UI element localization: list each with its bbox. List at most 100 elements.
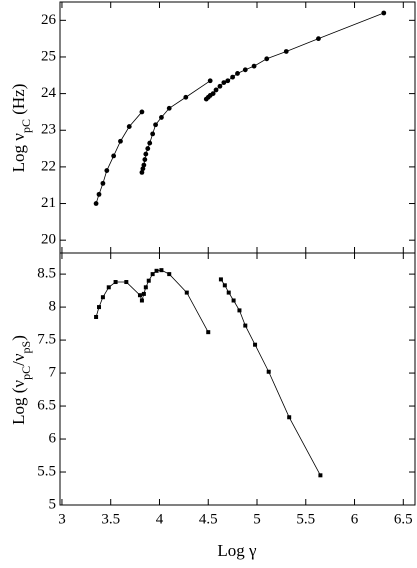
y-axis-title-part: pC (19, 366, 33, 380)
y-tick-label: 6.5 (37, 397, 56, 413)
series-line (95, 111, 143, 204)
y-axis-title-part: (Hz) (9, 84, 28, 119)
point (184, 290, 189, 295)
point (226, 290, 231, 295)
y-tick-label: 25 (41, 48, 56, 64)
x-axis-title: Log γ (217, 541, 257, 560)
y-tick-label: 23 (41, 122, 56, 138)
point (166, 105, 172, 111)
point (146, 278, 151, 283)
y-axis-title: Log νpC (Hz) (9, 84, 33, 173)
y-axis-title-part: pC (19, 119, 33, 133)
y-tick-label: 7.5 (37, 332, 56, 348)
y-tick-label: 6 (49, 430, 57, 446)
point (167, 272, 172, 277)
point (139, 109, 145, 115)
y-axis-title-part: ) (9, 335, 28, 341)
point (316, 36, 321, 42)
point (141, 162, 147, 168)
series-line (206, 12, 384, 100)
point (266, 369, 271, 374)
point (100, 295, 105, 300)
point (230, 74, 236, 80)
point (137, 293, 142, 298)
y-tick-label: 5.5 (37, 463, 56, 479)
point (222, 283, 227, 288)
point (287, 415, 292, 420)
y-tick-label: 21 (41, 195, 56, 211)
point (126, 124, 132, 129)
x-tick-label: 4 (156, 511, 164, 527)
point (217, 83, 223, 89)
point (225, 78, 231, 84)
y-tick-label: 20 (41, 232, 56, 248)
point (118, 138, 123, 144)
point (97, 305, 102, 310)
point (143, 285, 148, 290)
point (104, 168, 110, 173)
point (142, 157, 148, 162)
point (139, 298, 144, 303)
x-tick-label: 5.5 (296, 511, 315, 527)
point (251, 63, 257, 69)
point (93, 201, 99, 206)
point (264, 56, 270, 62)
y-axis-title-part: Log (ν (9, 380, 28, 425)
plot-frame (59, 1, 416, 254)
point (231, 298, 236, 303)
y-axis-title-part: Log ν (9, 133, 28, 173)
point (243, 323, 248, 328)
plot-frame (59, 252, 416, 506)
point (221, 80, 227, 86)
y-tick-label: 5 (49, 496, 57, 512)
x-tick-label: 3.5 (101, 511, 120, 527)
point (237, 308, 242, 313)
point (145, 146, 151, 151)
point (207, 78, 213, 84)
point (143, 151, 149, 157)
series-line (141, 80, 211, 173)
y-tick-label: 8.5 (37, 266, 56, 282)
point (159, 115, 164, 120)
point (154, 268, 159, 273)
x-tick-label: 6.5 (394, 511, 413, 527)
y-tick-label: 8 (49, 299, 57, 315)
point (150, 131, 156, 137)
point (218, 277, 223, 282)
series-line (220, 279, 321, 476)
point (159, 268, 164, 273)
point (139, 169, 145, 175)
x-tick-label: 3 (58, 511, 66, 527)
point (242, 67, 248, 73)
y-axis-title-part: pS (19, 341, 33, 354)
y-axis-title-part: /ν (9, 353, 28, 366)
y-axis-title: Log (νpC/νpS) (9, 335, 33, 425)
point (153, 122, 158, 128)
x-tick-label: 5 (253, 511, 261, 527)
point (106, 285, 111, 290)
point (111, 153, 117, 159)
point (210, 91, 216, 97)
y-tick-label: 7 (49, 365, 57, 381)
x-tick-label: 6 (351, 511, 359, 527)
point (113, 280, 118, 285)
series-line (95, 269, 209, 333)
point (253, 342, 258, 347)
point (283, 49, 289, 54)
point (206, 330, 211, 335)
point (183, 94, 189, 100)
point (94, 314, 99, 319)
point (150, 272, 155, 277)
y-tick-label: 24 (41, 85, 57, 101)
y-tick-label: 26 (41, 12, 57, 28)
point (100, 180, 106, 186)
point (124, 280, 129, 285)
point (140, 166, 146, 172)
point (147, 140, 153, 146)
point (318, 473, 323, 478)
point (381, 10, 387, 16)
x-tick-label: 4.5 (199, 511, 218, 527)
point (235, 71, 240, 76)
point (96, 191, 102, 197)
